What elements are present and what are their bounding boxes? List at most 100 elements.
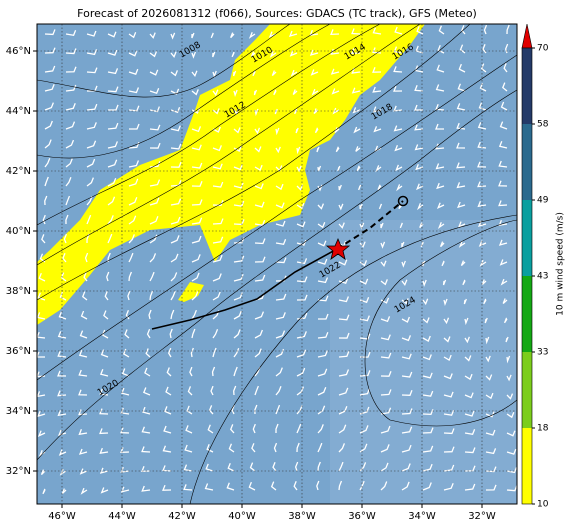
wind-barb bbox=[393, 46, 403, 54]
wind-barb bbox=[437, 221, 445, 229]
y-tick-label: 44°N bbox=[6, 106, 31, 117]
wind-barb bbox=[317, 405, 326, 415]
wind-barb bbox=[436, 182, 445, 190]
x-tick-label: 38°W bbox=[288, 511, 316, 522]
wind-barb bbox=[40, 469, 46, 476]
wind-barb bbox=[254, 256, 266, 263]
wind-barb bbox=[120, 466, 130, 473]
colorbar-tick-label: 33 bbox=[537, 348, 548, 358]
wind-barb bbox=[317, 203, 325, 210]
wind-barb bbox=[275, 312, 286, 320]
wind-barb bbox=[232, 70, 237, 77]
wind-barb bbox=[505, 336, 509, 343]
wind-barbs bbox=[37, 24, 517, 495]
wind-barb bbox=[419, 222, 424, 229]
wind-barb bbox=[253, 89, 258, 96]
wind-barb bbox=[268, 31, 277, 38]
wind-barb bbox=[416, 183, 424, 191]
wind-barb bbox=[380, 389, 392, 396]
wind-barb bbox=[191, 51, 197, 59]
wind-barb bbox=[170, 161, 182, 168]
wind-barb bbox=[502, 82, 508, 92]
wind-barb bbox=[375, 165, 382, 173]
wind-barb bbox=[208, 405, 214, 415]
wind-barb bbox=[99, 447, 109, 454]
wind-barb bbox=[435, 123, 445, 130]
wind-barb bbox=[290, 69, 298, 77]
wind-barb bbox=[401, 408, 413, 415]
wind-barb bbox=[296, 146, 301, 155]
wind-barb bbox=[230, 32, 235, 39]
wind-barb bbox=[401, 426, 413, 434]
wind-barb bbox=[44, 65, 56, 73]
wind-barb bbox=[212, 200, 224, 206]
wind-barb bbox=[506, 448, 517, 455]
wind-barb bbox=[275, 423, 279, 434]
wind-barb bbox=[422, 354, 432, 361]
wind-barb bbox=[296, 202, 305, 210]
y-tick-label: 38°N bbox=[6, 286, 31, 297]
wind-barb bbox=[144, 367, 151, 377]
wind-barb bbox=[212, 126, 221, 133]
x-tick-label: 46°W bbox=[48, 511, 76, 522]
wind-barb bbox=[355, 146, 361, 152]
wind-barb bbox=[233, 89, 238, 97]
wind-barb bbox=[254, 385, 259, 396]
wind-barb bbox=[101, 329, 109, 339]
wind-barb bbox=[372, 86, 382, 93]
wind-barb bbox=[65, 195, 71, 206]
wind-barb bbox=[443, 464, 455, 472]
wind-barb bbox=[317, 313, 329, 320]
wind-barb bbox=[191, 126, 202, 133]
wind-barb bbox=[107, 31, 117, 38]
wind-barb bbox=[254, 108, 259, 117]
wind-barb bbox=[252, 70, 256, 77]
wind-barb bbox=[436, 202, 445, 210]
wind-barb bbox=[170, 70, 178, 77]
wind-barb bbox=[396, 184, 403, 192]
wind-barb bbox=[338, 480, 343, 491]
wind-barb bbox=[359, 260, 368, 267]
wind-barb bbox=[271, 70, 277, 77]
wind-barb bbox=[44, 158, 51, 168]
wind-barb bbox=[478, 240, 487, 247]
wind-barb bbox=[380, 334, 391, 341]
wind-barb bbox=[334, 127, 340, 133]
wind-barb bbox=[393, 85, 403, 92]
wind-barb bbox=[359, 203, 363, 210]
colorbar-extend bbox=[521, 23, 533, 49]
wind-area bbox=[37, 24, 425, 325]
wind-barb bbox=[254, 274, 266, 282]
wind-barb bbox=[394, 26, 403, 35]
wind-barb bbox=[506, 393, 514, 400]
wind-barb bbox=[248, 481, 256, 491]
wind-barb bbox=[78, 369, 88, 377]
wind-barb bbox=[120, 427, 130, 434]
wind-barb bbox=[226, 482, 235, 491]
wind-barb bbox=[163, 425, 172, 434]
wind-barb bbox=[461, 25, 466, 35]
wind-barb bbox=[372, 66, 382, 73]
wind-barb bbox=[61, 488, 67, 495]
wind-barb bbox=[380, 222, 384, 229]
wind-barb bbox=[275, 330, 286, 339]
wind-barb bbox=[170, 198, 182, 206]
wind-barb bbox=[38, 272, 46, 282]
wind-barb bbox=[296, 294, 308, 301]
colorbar-tick-label: 10 bbox=[537, 500, 549, 510]
wind-barb bbox=[373, 126, 382, 133]
wind-barb bbox=[460, 260, 466, 267]
wind-barb bbox=[401, 481, 410, 491]
wind-barb bbox=[503, 63, 508, 73]
wind-barb bbox=[84, 252, 89, 263]
wind-barb bbox=[317, 368, 328, 377]
wind-barb bbox=[401, 444, 412, 453]
wind-barb bbox=[498, 219, 508, 227]
wind-barb bbox=[191, 162, 203, 169]
wind-barb bbox=[359, 351, 371, 358]
wind-barb bbox=[233, 273, 244, 282]
wind-barb bbox=[44, 176, 49, 187]
wind-barb bbox=[483, 24, 488, 35]
wind-barb bbox=[332, 107, 340, 115]
map-frame bbox=[36, 23, 518, 505]
